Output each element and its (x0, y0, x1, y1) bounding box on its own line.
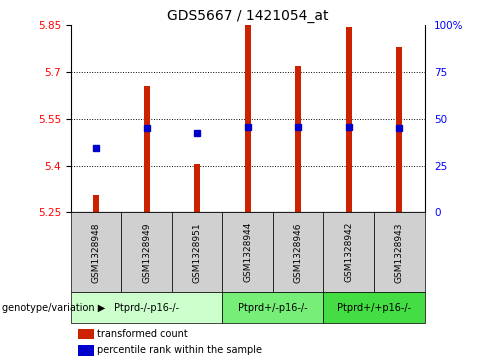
Text: percentile rank within the sample: percentile rank within the sample (97, 345, 262, 355)
Text: GSM1328948: GSM1328948 (92, 222, 101, 282)
Bar (93, 195, 99, 212)
Text: GSM1328944: GSM1328944 (243, 222, 252, 282)
Bar (244, 24, 251, 212)
Bar (78, 329, 94, 339)
Text: GSM1328951: GSM1328951 (193, 222, 202, 283)
Bar (324, 212, 374, 292)
Text: Ptprd+/+p16-/-: Ptprd+/+p16-/- (337, 303, 411, 313)
Bar (122, 212, 172, 292)
Bar (194, 164, 200, 212)
Bar (374, 212, 425, 292)
Text: Ptprd-/-p16-/-: Ptprd-/-p16-/- (114, 303, 179, 313)
Text: genotype/variation ▶: genotype/variation ▶ (2, 303, 106, 313)
Text: Ptprd+/-p16-/-: Ptprd+/-p16-/- (238, 303, 308, 313)
Bar (172, 212, 223, 292)
Bar (396, 47, 402, 212)
Text: GSM1328942: GSM1328942 (344, 222, 353, 282)
Text: transformed count: transformed count (97, 329, 188, 339)
Title: GDS5667 / 1421054_at: GDS5667 / 1421054_at (167, 9, 328, 23)
Bar (273, 212, 324, 292)
Bar (346, 27, 352, 212)
Bar (78, 345, 94, 356)
Bar (71, 212, 122, 292)
Text: GSM1328943: GSM1328943 (395, 222, 404, 282)
Bar (324, 292, 425, 323)
Bar (71, 292, 223, 323)
Bar (223, 292, 324, 323)
Text: GSM1328949: GSM1328949 (142, 222, 151, 282)
Bar (143, 86, 150, 212)
Bar (295, 66, 301, 212)
Text: GSM1328946: GSM1328946 (294, 222, 303, 282)
Bar (223, 212, 273, 292)
